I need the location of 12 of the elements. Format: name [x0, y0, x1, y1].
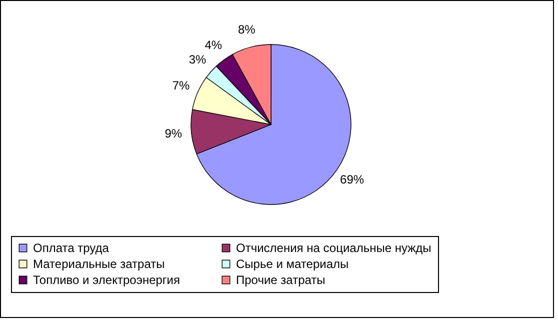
legend-label: Прочие затраты: [236, 273, 326, 287]
data-label: 4%: [204, 38, 222, 52]
data-label: 3%: [188, 52, 206, 67]
legend-label: Материальные затраты: [33, 257, 165, 271]
legend-label: Топливо и электроэнергия: [33, 273, 180, 287]
data-label: 69%: [340, 172, 364, 187]
data-label: 9%: [164, 126, 182, 141]
legend-label: Отчисления на социальные нужды: [236, 241, 432, 255]
data-label: 8%: [238, 22, 256, 37]
data-label: 7%: [172, 78, 190, 93]
legend-label: Сырье и материалы: [236, 257, 349, 271]
legend-label: Оплата труда: [33, 241, 110, 255]
